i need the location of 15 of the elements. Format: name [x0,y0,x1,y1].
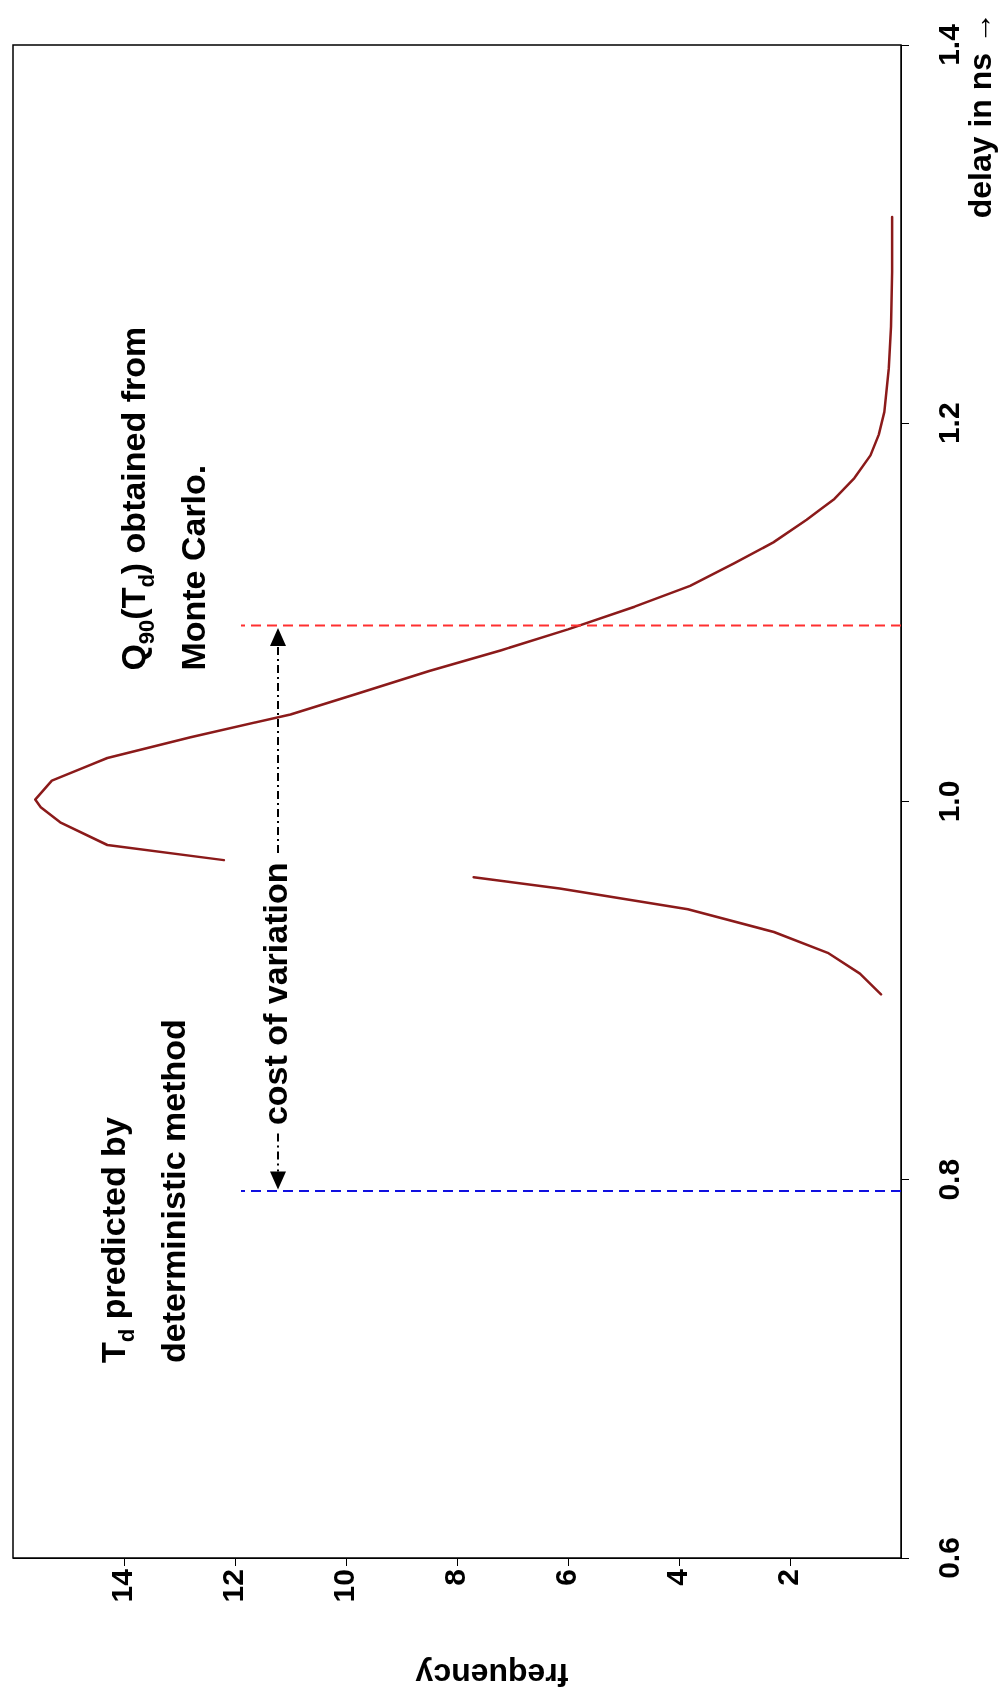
y-tick-label: 1.2 [932,402,965,445]
y-tick-label: 1.0 [932,780,965,823]
x-axis-title: frequency [415,1657,569,1693]
y-axis-title: delay in ns → [962,12,998,219]
x-tick-label: 8 [438,1569,472,1586]
y-tick-label: 0.8 [932,1158,965,1201]
x-tick-label: 6 [549,1569,583,1586]
x-tick-label: 14 [105,1568,139,1603]
x-tick-label: 12 [216,1569,250,1603]
x-tick-label: 10 [327,1569,361,1603]
x-tick-label: 2 [771,1569,805,1586]
x-tick-label: 4 [660,1568,694,1586]
y-tick-label: 1.4 [932,23,965,66]
annotation: cost of variation [256,862,295,1126]
y-tick-label: 0.6 [932,1537,965,1579]
